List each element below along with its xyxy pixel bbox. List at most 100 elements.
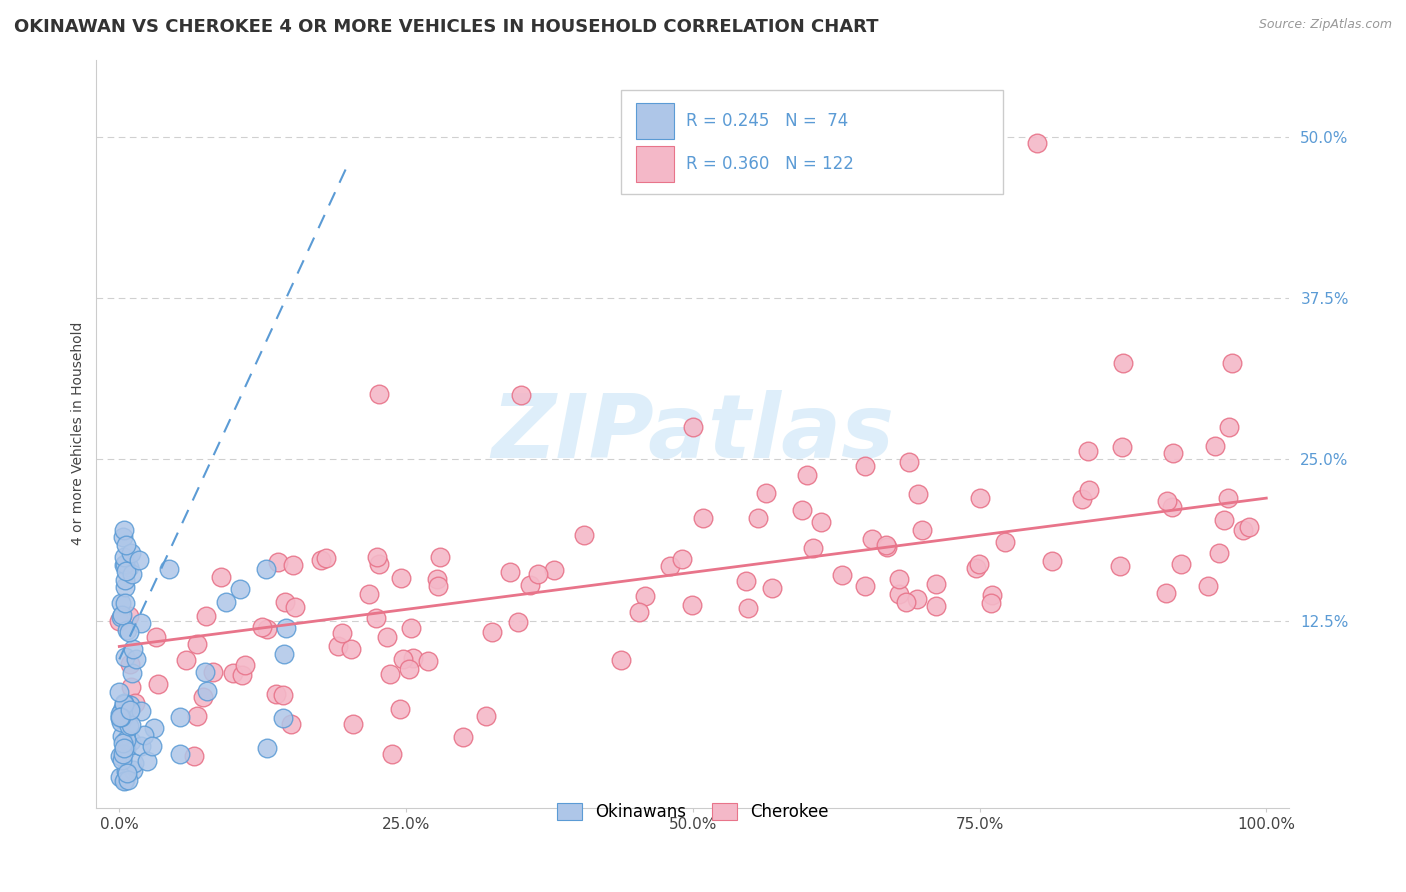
Point [129, 705, 152, 719]
Point [682, 420, 704, 434]
Text: R = 0.245   N =  74: R = 0.245 N = 74 [686, 112, 848, 130]
Point [399, 621, 422, 635]
Point [801, 541, 824, 555]
Point [389, 571, 412, 585]
Point [120, 734, 142, 748]
Point [110, 710, 132, 724]
Point [671, 552, 693, 566]
FancyBboxPatch shape [621, 89, 1002, 194]
Point [108, 749, 131, 764]
Point [129, 615, 152, 630]
Point [628, 605, 651, 619]
Point [1232, 524, 1254, 538]
Point [117, 625, 139, 640]
Point [368, 557, 391, 571]
Text: R = 0.360   N = 122: R = 0.360 N = 122 [686, 155, 853, 173]
Point [519, 578, 541, 592]
Point [122, 756, 145, 771]
Point [875, 538, 897, 552]
Point [273, 647, 295, 661]
Point [114, 702, 136, 716]
Point [747, 511, 769, 525]
Point [195, 683, 218, 698]
Point [994, 534, 1017, 549]
Point [108, 710, 131, 724]
Point [118, 698, 141, 712]
Point [146, 677, 169, 691]
Point [969, 491, 991, 505]
Point [426, 572, 449, 586]
Point [1161, 500, 1184, 514]
Point [221, 666, 243, 681]
Point [330, 626, 353, 640]
Point [108, 707, 131, 722]
Point [474, 709, 496, 723]
Point [271, 711, 294, 725]
Point [132, 728, 155, 742]
Point [506, 615, 529, 629]
Point [283, 558, 305, 572]
Point [609, 653, 631, 667]
Point [1077, 443, 1099, 458]
Point [402, 651, 425, 665]
Point [108, 614, 131, 628]
Point [1204, 439, 1226, 453]
Point [112, 558, 135, 573]
Point [1156, 494, 1178, 508]
Point [1071, 492, 1094, 507]
Point [1111, 356, 1133, 370]
Point [254, 561, 277, 575]
Point [108, 770, 131, 784]
Point [735, 574, 758, 588]
Point [853, 579, 876, 593]
Point [527, 567, 550, 582]
Point [108, 710, 131, 724]
Point [831, 568, 853, 582]
Point [111, 703, 134, 717]
Point [388, 702, 411, 716]
Point [264, 687, 287, 701]
Point [111, 607, 134, 622]
Text: ZIPatlas: ZIPatlas [491, 390, 894, 477]
Point [112, 696, 135, 710]
Point [191, 690, 214, 704]
Point [120, 545, 142, 559]
Point [980, 589, 1002, 603]
Point [131, 739, 153, 754]
Point [887, 587, 910, 601]
Point [692, 511, 714, 525]
Point [112, 531, 135, 545]
Point [121, 641, 143, 656]
Point [112, 697, 135, 711]
Point [114, 649, 136, 664]
Point [141, 739, 163, 753]
Point [273, 688, 295, 702]
Point [284, 600, 307, 615]
Point [1220, 356, 1243, 370]
Point [509, 388, 531, 402]
Point [1109, 559, 1132, 574]
Point [543, 563, 565, 577]
Point [737, 600, 759, 615]
Text: OKINAWAN VS CHEROKEE 4 OR MORE VEHICLES IN HOUSEHOLD CORRELATION CHART: OKINAWAN VS CHEROKEE 4 OR MORE VEHICLES … [14, 18, 879, 36]
Point [118, 719, 141, 733]
Point [1213, 513, 1236, 527]
Point [121, 666, 143, 681]
Point [115, 538, 138, 552]
Point [366, 611, 388, 625]
Point [1161, 446, 1184, 460]
Point [114, 580, 136, 594]
Point [118, 560, 141, 574]
Point [280, 716, 302, 731]
Point [359, 587, 381, 601]
Point [896, 594, 918, 608]
Point [274, 595, 297, 609]
Point [114, 573, 136, 587]
Point [1208, 546, 1230, 560]
Point [169, 747, 191, 761]
Point [810, 515, 832, 529]
Point [135, 754, 157, 768]
Point [115, 624, 138, 638]
Point [110, 715, 132, 730]
Point [209, 570, 232, 584]
